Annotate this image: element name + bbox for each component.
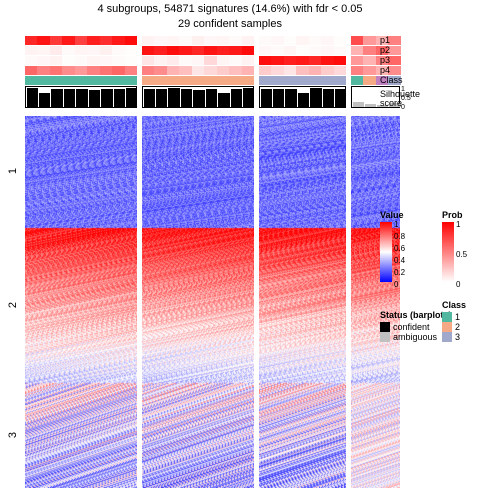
ann-label-p2: p2 (380, 45, 390, 55)
class-row (25, 76, 137, 85)
prob-row-p3 (351, 56, 400, 65)
ann-label-p3: p3 (380, 55, 390, 65)
legend-prob: Prob10.50 (442, 210, 463, 282)
prob-row-p3 (25, 56, 137, 65)
prob-row-p4 (351, 66, 400, 75)
prob-row-p1 (142, 36, 254, 45)
heatmap-canvas (259, 116, 346, 488)
prob-row-p2 (25, 46, 137, 55)
prob-row-p2 (351, 46, 400, 55)
prob-row-p1 (259, 36, 346, 45)
prob-row-p2 (142, 46, 254, 55)
prob-row-p1 (25, 36, 137, 45)
silhouette-box (259, 86, 346, 108)
row-section-label: 1 (7, 164, 19, 178)
prob-row-p3 (259, 56, 346, 65)
legend-status-barplots-: Status (barplots)confidentambiguous (380, 310, 452, 342)
prob-row-p4 (259, 66, 346, 75)
heatmap-canvas (142, 116, 254, 488)
legend-class: Class123 (442, 300, 466, 342)
class-row (142, 76, 254, 85)
prob-row-p3 (142, 56, 254, 65)
main-area (25, 36, 375, 494)
legend-value: Value10.80.60.40.20 (380, 210, 404, 282)
ann-label-p1: p1 (380, 35, 390, 45)
subtitle: 29 confident samples (55, 18, 405, 30)
row-section-label: 3 (7, 428, 19, 442)
prob-row-p1 (351, 36, 400, 45)
heatmap-canvas (25, 116, 137, 488)
sil-axis-tick: 1 (401, 86, 405, 93)
prob-row-p4 (25, 66, 137, 75)
silhouette-box (142, 86, 254, 108)
class-row (259, 76, 346, 85)
row-section-label: 2 (7, 298, 19, 312)
prob-row-p2 (259, 46, 346, 55)
heatmap-canvas (351, 116, 400, 488)
silhouette-box (25, 86, 137, 108)
ann-label-p4: p4 (380, 65, 390, 75)
sil-axis-tick: 0.5 (401, 95, 411, 102)
ann-label-class: Class (380, 75, 403, 85)
title: 4 subgroups, 54871 signatures (14.6%) wi… (55, 3, 405, 15)
sil-axis-tick: 0 (401, 104, 405, 111)
prob-row-p4 (142, 66, 254, 75)
